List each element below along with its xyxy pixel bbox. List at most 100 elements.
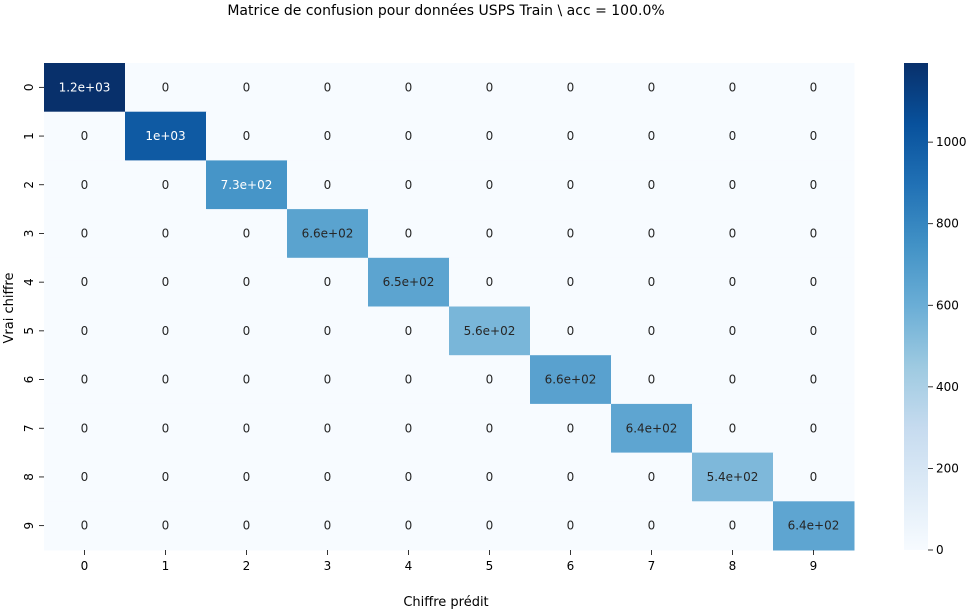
heatmap-cell — [44, 63, 126, 113]
heatmap-cell — [773, 209, 855, 259]
cell-annotation: 0 — [810, 178, 818, 192]
cell-annotation: 0 — [567, 80, 575, 94]
heatmap-cell — [692, 355, 774, 405]
cell-annotation: 0 — [729, 226, 737, 240]
heatmap-cell — [692, 63, 774, 113]
x-tick-label: 8 — [729, 559, 737, 573]
cell-annotation: 0 — [81, 324, 89, 338]
cell-annotation: 0 — [648, 226, 656, 240]
heatmap-cell — [125, 160, 207, 210]
cell-annotation: 6.4e+02 — [626, 421, 678, 435]
cell-annotation: 0 — [324, 80, 332, 94]
heatmap-cell — [692, 160, 774, 210]
cell-annotation: 0 — [243, 470, 251, 484]
cell-annotation: 5.4e+02 — [707, 470, 759, 484]
heatmap-cell — [773, 452, 855, 502]
cell-annotation: 0 — [729, 373, 737, 387]
heatmap-cell — [44, 111, 126, 161]
colorbar — [904, 63, 928, 550]
x-tick-label: 1 — [162, 559, 170, 573]
y-axis-label: Vrai chiffre — [2, 273, 17, 344]
heatmap-cell — [368, 355, 450, 405]
heatmap-cell — [611, 452, 693, 502]
cell-annotation: 0 — [243, 275, 251, 289]
cell-annotation: 5.6e+02 — [464, 324, 516, 338]
cell-annotation: 0 — [162, 470, 170, 484]
cell-annotation: 0 — [567, 226, 575, 240]
heatmap-cell — [287, 257, 369, 307]
cell-annotation: 0 — [243, 519, 251, 533]
cell-annotations: 1.2e+03 0 0 0 0 0 0 0 0 0 0 1e+03 0 0 0 0 0 0 0 0 0 0 7.3e+02 0… — [59, 80, 840, 532]
cell-annotation: 0 — [162, 519, 170, 533]
x-axis-ticks: 0 1 2 3 4 5 6 7 8 9 — [81, 550, 818, 573]
cell-annotation: 0 — [81, 275, 89, 289]
x-tick-label: 0 — [81, 559, 89, 573]
cell-annotation: 0 — [81, 470, 89, 484]
heatmap-cell — [449, 452, 531, 502]
cell-annotation: 0 — [486, 178, 494, 192]
y-tick-label: 4 — [22, 278, 36, 286]
cell-annotation: 0 — [810, 373, 818, 387]
heatmap-cell — [368, 306, 450, 356]
cell-annotation: 0 — [405, 519, 413, 533]
colorbar-tick-label: 800 — [936, 217, 959, 231]
cell-annotation: 0 — [81, 226, 89, 240]
cell-annotation: 0 — [486, 421, 494, 435]
cell-annotation: 0 — [648, 80, 656, 94]
cell-annotation: 0 — [486, 373, 494, 387]
cell-annotation: 0 — [162, 324, 170, 338]
heatmap-cell — [44, 257, 126, 307]
x-axis-label: Chiffre prédit — [403, 595, 488, 610]
cell-annotation: 0 — [810, 324, 818, 338]
colorbar-tick-label: 400 — [936, 380, 959, 394]
cell-annotation: 0 — [648, 324, 656, 338]
heatmap-cell — [692, 257, 774, 307]
cell-annotation: 0 — [810, 80, 818, 94]
cell-annotation: 0 — [324, 519, 332, 533]
cell-annotation: 0 — [810, 275, 818, 289]
heatmap-cell — [125, 355, 207, 405]
cell-annotation: 6.5e+02 — [383, 275, 435, 289]
cell-annotation: 0 — [648, 519, 656, 533]
heatmap-cell — [773, 111, 855, 161]
heatmap-cell — [773, 403, 855, 454]
heatmap-cell — [287, 111, 369, 161]
x-tick-label: 9 — [810, 559, 818, 573]
colorbar-tick-label: 0 — [936, 543, 944, 557]
heatmap-cell — [530, 111, 612, 161]
heatmap-cell — [773, 160, 855, 210]
heatmap-cell — [368, 257, 450, 307]
cell-annotation: 0 — [324, 421, 332, 435]
cell-annotation: 0 — [810, 129, 818, 143]
cell-annotation: 0 — [729, 324, 737, 338]
cell-annotation: 0 — [486, 226, 494, 240]
cell-annotation: 0 — [567, 275, 575, 289]
colorbar-tick-label: 600 — [936, 298, 959, 312]
cell-annotation: 0 — [567, 421, 575, 435]
cell-annotation: 0 — [162, 275, 170, 289]
cell-annotation: 0 — [810, 470, 818, 484]
y-tick-label: 8 — [22, 473, 36, 481]
cell-annotation: 0 — [405, 226, 413, 240]
cell-annotation: 0 — [648, 373, 656, 387]
cell-annotation: 6.6e+02 — [302, 226, 354, 240]
heatmap-cell — [368, 111, 450, 161]
heatmap-cell — [449, 63, 531, 113]
heatmap-cell — [44, 501, 126, 551]
cell-annotation: 0 — [729, 80, 737, 94]
y-tick-label: 6 — [22, 376, 36, 384]
cell-annotation: 0 — [81, 519, 89, 533]
heatmap-cell — [611, 63, 693, 113]
heatmap-cell — [206, 501, 288, 551]
heatmap-cell — [611, 355, 693, 405]
heatmap-cell — [692, 452, 774, 502]
heatmap-cell — [773, 355, 855, 405]
y-tick-label: 1 — [22, 132, 36, 140]
cell-annotation: 1.2e+03 — [59, 80, 111, 94]
heatmap-cell — [449, 111, 531, 161]
heatmap-cell — [287, 63, 369, 113]
y-tick-label: 0 — [22, 84, 36, 92]
cell-annotation: 0 — [81, 421, 89, 435]
heatmap-cell — [530, 209, 612, 259]
